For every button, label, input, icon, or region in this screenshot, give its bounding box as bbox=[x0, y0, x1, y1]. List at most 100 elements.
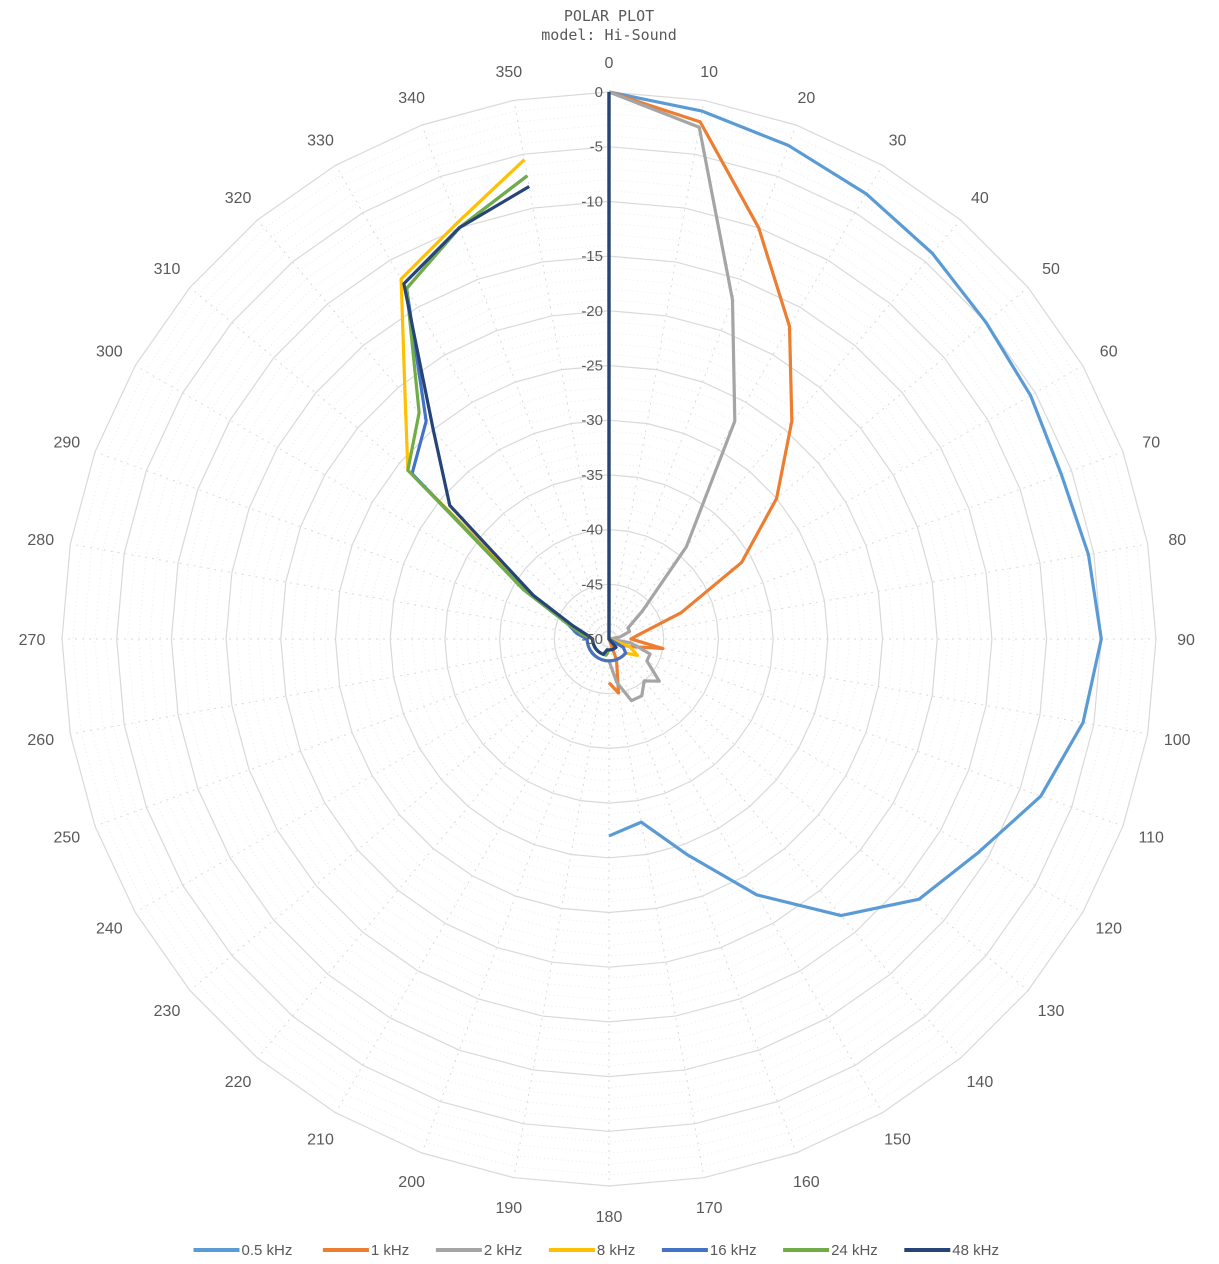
grid-minor-ring bbox=[400, 430, 818, 848]
radial-tick-label: -15 bbox=[581, 248, 603, 265]
series-line bbox=[607, 90, 737, 703]
legend-label: 8 kHz bbox=[597, 1242, 635, 1259]
grid-spoke bbox=[608, 219, 961, 640]
grid-spoke bbox=[257, 638, 610, 1059]
angle-label: 50 bbox=[1042, 261, 1060, 278]
series-line bbox=[402, 92, 618, 657]
grid-spoke bbox=[421, 124, 610, 640]
legend-label: 1 kHz bbox=[371, 1242, 409, 1259]
grid-minor-ring bbox=[247, 277, 971, 1001]
angle-label: 200 bbox=[398, 1174, 425, 1191]
grid-spoke bbox=[608, 638, 1124, 827]
polar-grid bbox=[61, 91, 1157, 1187]
grid-minor-ring bbox=[203, 233, 1015, 1045]
angle-label: 250 bbox=[53, 829, 80, 846]
grid-spoke bbox=[189, 287, 610, 640]
angle-label: 20 bbox=[797, 90, 815, 107]
angle-label: 330 bbox=[307, 132, 334, 149]
angle-label: 160 bbox=[793, 1174, 820, 1191]
grid-spoke bbox=[70, 543, 610, 640]
grid-spoke bbox=[513, 100, 610, 640]
angle-label: 340 bbox=[398, 90, 425, 107]
legend-label: 16 kHz bbox=[710, 1242, 757, 1259]
radial-tick-label: -45 bbox=[581, 576, 603, 593]
angle-labels: 0 10 20 30 40 50 60 70 80 90 100 110 120 130 140 150 160… bbox=[19, 55, 1195, 1226]
angle-label: 150 bbox=[884, 1132, 911, 1149]
grid-ring bbox=[280, 310, 938, 968]
grid-spoke bbox=[135, 638, 610, 913]
chart-title: POLAR PLOT bbox=[564, 7, 654, 25]
angle-label: 290 bbox=[53, 435, 80, 452]
grid-minor-ring bbox=[422, 452, 796, 826]
legend-label: 48 kHz bbox=[952, 1242, 999, 1259]
grid-spoke bbox=[608, 365, 1083, 640]
grid-spoke bbox=[608, 638, 883, 1113]
grid-spoke bbox=[608, 100, 705, 640]
radial-tick-label: 0 bbox=[595, 84, 603, 101]
grid-ring bbox=[225, 255, 993, 1023]
angle-label: 100 bbox=[1164, 732, 1191, 749]
angle-label: 230 bbox=[154, 1003, 181, 1020]
grid-minor-ring bbox=[378, 408, 840, 870]
radial-tick-label: -30 bbox=[581, 412, 603, 429]
angle-label: 110 bbox=[1138, 829, 1164, 846]
chart-subtitle: model: Hi-Sound bbox=[541, 26, 676, 44]
grid-spoke bbox=[94, 451, 610, 640]
radial-tick-label: -20 bbox=[581, 303, 603, 320]
grid-spoke bbox=[608, 287, 1029, 640]
radial-tick-label: -25 bbox=[581, 358, 603, 375]
grid-minor-ring bbox=[542, 572, 676, 706]
grid-ring bbox=[553, 583, 665, 695]
angle-label: 260 bbox=[27, 732, 54, 749]
grid-spoke bbox=[70, 638, 610, 735]
grid-spoke bbox=[94, 638, 610, 827]
angle-label: 60 bbox=[1100, 344, 1118, 361]
grid-ring bbox=[116, 146, 1102, 1132]
grid-spoke bbox=[421, 638, 610, 1154]
grid-spoke bbox=[335, 638, 610, 1113]
angle-label: 280 bbox=[27, 532, 54, 549]
radial-labels: 0 -5 -10 -15 -20 -25 -30 -35 -40 -45 -50 bbox=[581, 84, 603, 648]
grid-spoke bbox=[608, 638, 1029, 991]
angle-label: 180 bbox=[596, 1209, 623, 1226]
angle-label: 140 bbox=[967, 1074, 994, 1091]
radial-tick-label: -5 bbox=[590, 139, 603, 156]
grid-spoke bbox=[608, 124, 797, 640]
angle-label: 220 bbox=[225, 1074, 252, 1091]
radial-tick-label: -10 bbox=[581, 193, 603, 210]
grid-spoke bbox=[335, 165, 610, 640]
grid-spoke bbox=[608, 638, 705, 1178]
grid-ring bbox=[498, 528, 720, 750]
angle-label: 320 bbox=[225, 190, 252, 207]
grid-spoke bbox=[513, 638, 610, 1178]
angle-label: 70 bbox=[1142, 435, 1160, 452]
series-line bbox=[607, 90, 794, 695]
series-line bbox=[608, 90, 1103, 918]
series-lines bbox=[399, 90, 1103, 918]
radial-tick-label: -35 bbox=[581, 467, 603, 484]
grid-minor-ring bbox=[324, 354, 894, 924]
grid-spoke bbox=[608, 638, 1148, 735]
grid-minor-ring bbox=[94, 124, 1124, 1154]
angle-label: 210 bbox=[307, 1132, 334, 1149]
grid-spoke bbox=[189, 638, 610, 991]
angle-label: 90 bbox=[1177, 632, 1195, 649]
grid-ring bbox=[444, 474, 774, 804]
grid-spoke bbox=[608, 165, 883, 640]
angle-label: 190 bbox=[495, 1200, 522, 1217]
grid-spoke bbox=[608, 638, 1083, 913]
legend-label: 2 kHz bbox=[484, 1242, 522, 1259]
legend-label: 24 kHz bbox=[831, 1242, 878, 1259]
grid-minor-ring bbox=[269, 299, 949, 979]
grid-ring bbox=[170, 200, 1048, 1078]
grid-minor-ring bbox=[466, 496, 752, 782]
legend-label: 0.5 kHz bbox=[242, 1242, 293, 1259]
grid-spoke bbox=[608, 543, 1148, 640]
radial-tick-label: -40 bbox=[581, 522, 603, 539]
grid-minor-ring bbox=[302, 332, 916, 946]
grid-spoke bbox=[608, 638, 797, 1154]
angle-label: 40 bbox=[971, 190, 989, 207]
angle-label: 80 bbox=[1168, 532, 1186, 549]
grid-minor-ring bbox=[72, 102, 1146, 1176]
